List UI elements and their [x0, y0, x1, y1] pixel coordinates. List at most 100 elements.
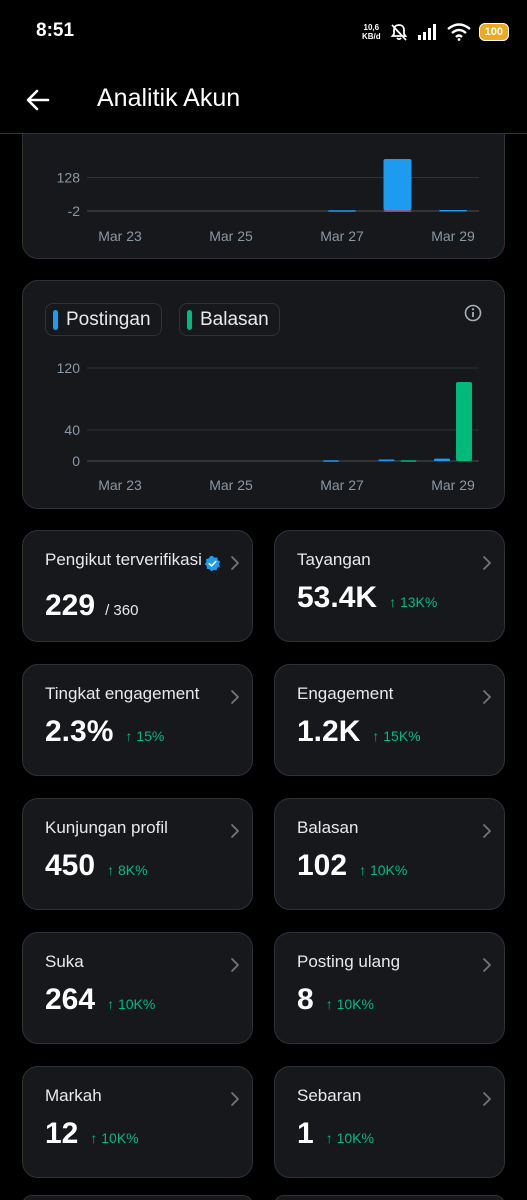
status-time: 8:51: [36, 20, 75, 41]
legend-postingan[interactable]: Postingan: [45, 303, 162, 336]
stat-change-badge: ↑ 15%: [125, 728, 165, 744]
stat-card-peek-left[interactable]: [22, 1195, 253, 1200]
app-header: Analitik Akun: [0, 64, 527, 134]
legend-label-balasan: Balasan: [200, 308, 269, 330]
stat-card-pengikut-terverifikasi[interactable]: Pengikut terverifikasi 229 / 360: [22, 530, 253, 642]
x-tick-label: Mar 29: [431, 477, 475, 493]
stat-card-engagement[interactable]: Engagement 1.2K ↑ 15K%: [274, 664, 505, 776]
x-tick-label: Mar 25: [209, 228, 253, 244]
y-tick-label: 120: [57, 360, 81, 376]
bar-postingan: [323, 460, 339, 462]
back-arrow-icon[interactable]: [22, 84, 54, 116]
stat-value-row: 102 ↑ 10K%: [297, 849, 407, 883]
wifi-icon: [446, 23, 471, 41]
stat-change-badge: ↑ 10K%: [325, 996, 374, 1012]
stat-title: Suka: [45, 952, 84, 971]
x-tick-label: Mar 27: [320, 477, 364, 493]
stat-title: Pengikut terverifikasi: [45, 550, 202, 569]
stat-card-tayangan[interactable]: Tayangan 53.4K ↑ 13K%: [274, 530, 505, 642]
legend-balasan[interactable]: Balasan: [179, 303, 280, 336]
chevron-right-icon: [483, 824, 491, 838]
stat-card-balasan[interactable]: Balasan 102 ↑ 10K%: [274, 798, 505, 910]
stat-title: Posting ulang: [297, 952, 401, 971]
bar-series-0: [328, 210, 356, 212]
chevron-right-icon: [483, 958, 491, 972]
stat-value: 102: [297, 849, 348, 882]
chevron-right-icon: [483, 1092, 491, 1106]
stat-value-row: 2.3% ↑ 15%: [45, 715, 164, 749]
stat-card-markah[interactable]: Markah 12 ↑ 10K%: [22, 1066, 253, 1178]
x-tick-label: Mar 23: [98, 228, 142, 244]
y-tick-label: 0: [72, 453, 80, 469]
stat-title: Tingkat engagement: [45, 684, 200, 703]
stat-title: Engagement: [297, 684, 394, 703]
stat-value-row: 12 ↑ 10K%: [45, 1117, 139, 1151]
stat-change-badge: ↑ 10K%: [107, 996, 156, 1012]
stat-title: Sebaran: [297, 1086, 362, 1105]
stat-change-badge: ↑ 10K%: [359, 862, 408, 878]
stat-value: 8: [297, 983, 314, 1016]
stat-value: 450: [45, 849, 96, 882]
stat-card-posting-ulang[interactable]: Posting ulang 8 ↑ 10K%: [274, 932, 505, 1044]
stat-value: 2.3%: [45, 715, 114, 748]
chevron-right-icon: [483, 690, 491, 704]
stat-card-sebaran[interactable]: Sebaran 1 ↑ 10K%: [274, 1066, 505, 1178]
x-tick-label: Mar 25: [209, 477, 253, 493]
stat-total: / 360: [105, 602, 139, 619]
bar-series-0: [439, 209, 467, 212]
legend-label-postingan: Postingan: [66, 308, 151, 330]
muted-bell-icon: [390, 24, 407, 41]
chevron-right-icon: [231, 556, 239, 570]
x-tick-label: Mar 29: [431, 228, 475, 244]
stat-value-row: 8 ↑ 10K%: [297, 983, 374, 1017]
battery-indicator: 100: [478, 23, 509, 41]
bar-postingan: [434, 458, 450, 461]
stat-change-badge: ↑ 15K%: [372, 728, 421, 744]
stat-value-row: 264 ↑ 10K%: [45, 983, 155, 1017]
stat-card-tingkat-engagement[interactable]: Tingkat engagement 2.3% ↑ 15%: [22, 664, 253, 776]
bar-chart-posts-replies: 120 40 0 Mar 23 Mar 25 Mar 27 Mar 29: [57, 360, 479, 493]
chevron-right-icon: [231, 1092, 239, 1106]
y-tick-label: 128: [57, 170, 81, 186]
chart-card-posts-replies: 120 40 0 Mar 23 Mar 25 Mar 27 Mar 29: [22, 280, 505, 509]
stat-value: 1.2K: [297, 715, 361, 748]
bar-series-0: [383, 159, 412, 211]
stat-title: Balasan: [297, 818, 359, 837]
info-icon[interactable]: [463, 303, 483, 323]
stat-title: Markah: [45, 1086, 102, 1105]
stat-title: Tayangan: [297, 550, 371, 569]
legend-swatch-green: [187, 309, 192, 330]
network-speed: 10,6 KB/d: [361, 23, 381, 41]
chart-card-top: 128 -2 Mar 23 Mar 25 Mar 27 Mar 29: [22, 110, 505, 259]
page-title: Analitik Akun: [97, 84, 241, 112]
status-bar: 8:51 10,6 KB/d 100: [0, 0, 527, 64]
stat-value-row: 450 ↑ 8K%: [45, 849, 148, 883]
legend-swatch-blue: [53, 309, 58, 330]
verified-badge-icon: [204, 555, 221, 572]
stat-card-suka[interactable]: Suka 264 ↑ 10K%: [22, 932, 253, 1044]
stat-value: 12: [45, 1117, 79, 1150]
stat-title: Kunjungan profil: [45, 818, 168, 837]
x-tick-label: Mar 27: [320, 228, 364, 244]
chevron-right-icon: [231, 690, 239, 704]
bar-postingan: [378, 459, 395, 461]
stat-value-row: 1.2K ↑ 15K%: [297, 715, 421, 749]
bar-balasan: [456, 381, 472, 461]
stat-value: 53.4K: [297, 581, 378, 614]
stat-card-kunjungan-profil[interactable]: Kunjungan profil 450 ↑ 8K%: [22, 798, 253, 910]
chevron-right-icon: [483, 556, 491, 570]
y-tick-label: -2: [68, 203, 81, 219]
stat-value: 229: [45, 589, 96, 622]
chevron-right-icon: [231, 824, 239, 838]
stat-value: 1: [297, 1117, 314, 1150]
stat-change-badge: ↑ 8K%: [107, 862, 148, 878]
chevron-right-icon: [231, 958, 239, 972]
stat-value-row: 53.4K ↑ 13K%: [297, 581, 437, 615]
stat-change-badge: ↑ 10K%: [90, 1130, 139, 1146]
stat-change-badge: ↑ 13K%: [389, 594, 438, 610]
bar-series-1: [383, 210, 412, 212]
stat-value-row: 1 ↑ 10K%: [297, 1117, 374, 1151]
bar-balasan: [400, 460, 417, 462]
stat-card-peek-right[interactable]: [274, 1195, 505, 1200]
bar-chart-top: 128 -2 Mar 23 Mar 25 Mar 27 Mar 29: [57, 159, 479, 244]
